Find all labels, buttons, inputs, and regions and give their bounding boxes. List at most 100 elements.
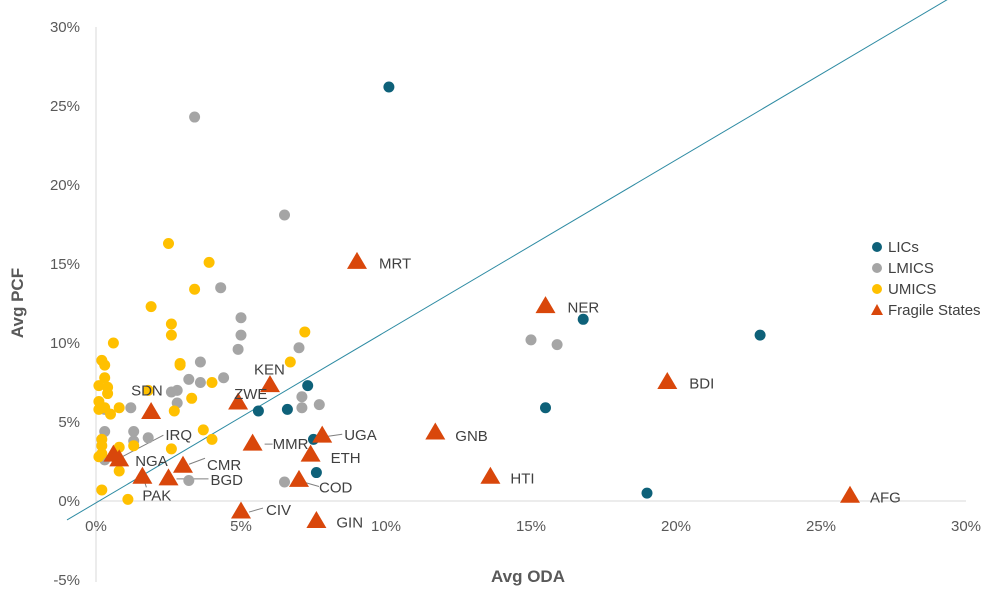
lmics-point: [183, 474, 195, 486]
point-label-pak: PAK: [142, 487, 171, 504]
point-label-eth: ETH: [331, 450, 361, 467]
lics-point: [540, 402, 551, 414]
umics-point: [197, 424, 209, 436]
lmics-point: [189, 111, 201, 123]
point-label-cmr: CMR: [207, 457, 241, 474]
fragile-state-marker: [300, 444, 321, 462]
fragile-state-marker: [231, 501, 251, 519]
fragile-state-marker: [158, 468, 179, 486]
label-leader-line: [304, 481, 320, 487]
point-label-afg: AFG: [870, 489, 901, 506]
fragile-state-marker: [260, 375, 280, 393]
lmics-point: [279, 476, 290, 488]
x-tick-label: 15%: [516, 518, 546, 535]
lmics-point: [142, 432, 154, 444]
umics-point: [203, 256, 215, 268]
point-label-uga: UGA: [344, 427, 377, 444]
lmics-point: [235, 329, 247, 341]
lmics-point: [525, 334, 537, 346]
umics-point: [174, 359, 186, 371]
lmics-point: [183, 373, 195, 385]
umics-point: [163, 237, 174, 249]
y-tick-label: -5%: [53, 572, 80, 589]
label-leader-line: [121, 434, 164, 458]
x-tick-label: 10%: [371, 518, 401, 535]
lmics-point: [194, 356, 206, 368]
umics-point: [107, 337, 119, 349]
umics-point: [168, 405, 180, 417]
umics-point: [186, 392, 198, 404]
fragile-state-marker: [306, 511, 327, 528]
x-tick-label: 5%: [230, 518, 252, 535]
legend-label: Fragile States: [888, 302, 981, 319]
point-label-bgd: BGD: [211, 472, 244, 489]
point-label-nga: NGA: [135, 453, 168, 470]
reference-line-group: [66, 0, 948, 521]
umics-point: [206, 433, 218, 445]
fragile-state-marker: [535, 296, 556, 314]
point-label-zwe: ZWE: [234, 386, 267, 403]
x-tick-label: 30%: [951, 518, 981, 535]
lmics-point: [194, 377, 206, 388]
y-axis-title: Avg PCF: [8, 268, 27, 338]
lmics-point: [293, 342, 305, 354]
umics-point: [96, 440, 108, 452]
fragile-state-marker: [289, 469, 309, 487]
legend: LICs LMICS UMICS Fragile States: [871, 239, 981, 319]
umics-point: [113, 402, 125, 414]
lics-point: [754, 329, 766, 341]
umics-point: [165, 443, 177, 455]
umics-point: [99, 359, 111, 371]
fragile-state-marker: [141, 401, 162, 419]
umics-point: [93, 380, 105, 392]
lmics-point: [313, 399, 325, 411]
fragile-state-marker: [132, 466, 153, 484]
legend-label: UMICS: [888, 281, 936, 298]
umics-point: [122, 493, 134, 505]
fragile-state-marker: [840, 485, 860, 503]
lmics-point: [215, 282, 227, 294]
y-tick-label: 30%: [50, 19, 80, 36]
lmics-point: [125, 402, 137, 414]
x-tick-label: 25%: [806, 518, 836, 535]
lics-point: [641, 487, 653, 499]
point-label-gnb: GNB: [455, 428, 488, 445]
fragile-state-marker: [242, 433, 263, 451]
umics-point: [206, 377, 218, 388]
x-tick-label: 20%: [661, 518, 691, 535]
fragile-state-marker: [347, 251, 367, 269]
umics-point: [142, 384, 154, 396]
point-label-irq: IRQ: [165, 427, 192, 444]
point-label-ner: NER: [568, 300, 600, 317]
lics-point: [281, 403, 293, 415]
umics-point: [165, 318, 177, 330]
umics-point: [102, 388, 114, 400]
umics-point: [113, 465, 125, 477]
data-points: [93, 81, 860, 528]
lmics-point: [551, 339, 563, 351]
lmics-point: [296, 402, 308, 414]
fragile-state-marker: [480, 466, 501, 484]
lmics-point: [279, 209, 290, 221]
umics-point: [128, 440, 140, 452]
point-label-mmr: MMR: [273, 436, 309, 453]
point-label-gin: GIN: [336, 515, 363, 532]
point-label-bdi: BDI: [689, 376, 714, 393]
lics-point: [383, 81, 395, 93]
fragile-state-marker: [173, 455, 193, 473]
legend-marker-lmics: [872, 263, 882, 273]
lmics-point: [128, 425, 140, 437]
y-tick-label: 20%: [50, 177, 80, 194]
fragile-state-marker: [657, 371, 678, 389]
y-tick-label: 10%: [50, 335, 80, 352]
umics-point: [189, 283, 201, 295]
umics-point: [105, 408, 116, 420]
y-tick-label: 0%: [58, 493, 80, 510]
reference-line: [66, 0, 948, 521]
point-label-civ: CIV: [266, 502, 291, 519]
umics-point: [299, 326, 311, 338]
legend-marker-fragile-states: [871, 304, 883, 315]
fragile-state-marker: [425, 422, 446, 440]
